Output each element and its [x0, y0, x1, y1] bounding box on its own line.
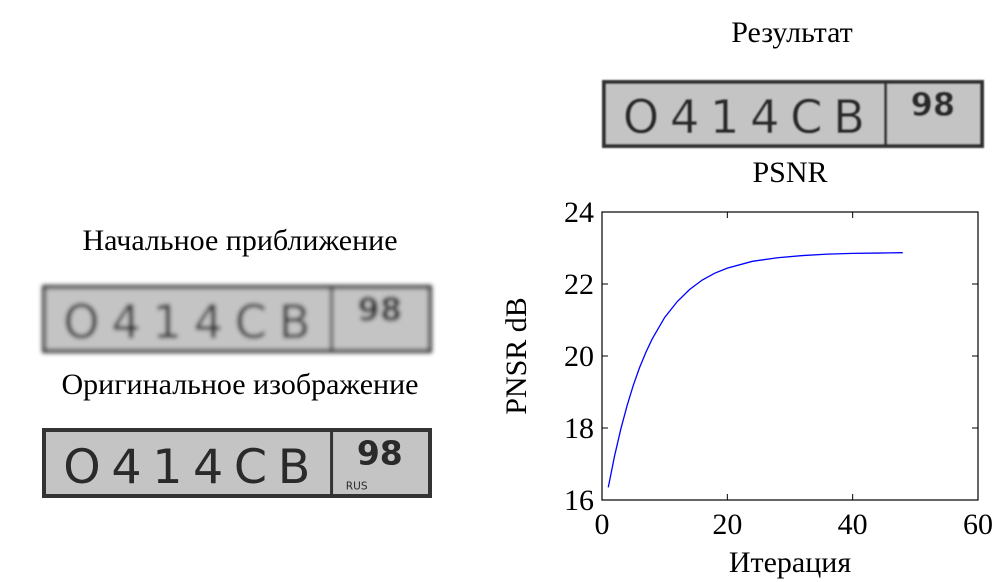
plot-frame: [601, 211, 979, 501]
plate-region: 98: [911, 85, 956, 123]
x-axis-label: Итерация: [729, 546, 852, 579]
y-tick-label: 22: [564, 268, 594, 301]
chart-title: PSNR: [752, 156, 827, 189]
plate-background: [602, 80, 984, 148]
y-tick-label: 20: [564, 340, 594, 373]
x-tick-label: 20: [712, 508, 742, 541]
x-tick-label: 0: [595, 508, 610, 541]
x-tick-label: 40: [838, 508, 868, 541]
plate-background: [42, 285, 432, 353]
data-line: [607, 252, 903, 488]
plate-region: 98: [357, 433, 403, 472]
y-tick-label: 16: [564, 484, 594, 517]
plate-background: [42, 428, 432, 498]
original-title: Оригинальное изображение: [62, 368, 419, 401]
result-title: Результат: [731, 16, 853, 49]
y-axis-label: PNSR dB: [500, 297, 533, 415]
y-tick-label: 18: [564, 412, 594, 445]
plate-image: О414СВ 98: [42, 285, 432, 353]
initial-title: Начальное приближение: [82, 224, 397, 257]
y-tick-label: 24: [564, 196, 594, 229]
plate-country: RUS: [346, 480, 368, 492]
plate-region: 98: [358, 290, 403, 328]
x-tick-label: 60: [963, 508, 993, 541]
plate-image: О414СВ 98: [602, 80, 984, 148]
